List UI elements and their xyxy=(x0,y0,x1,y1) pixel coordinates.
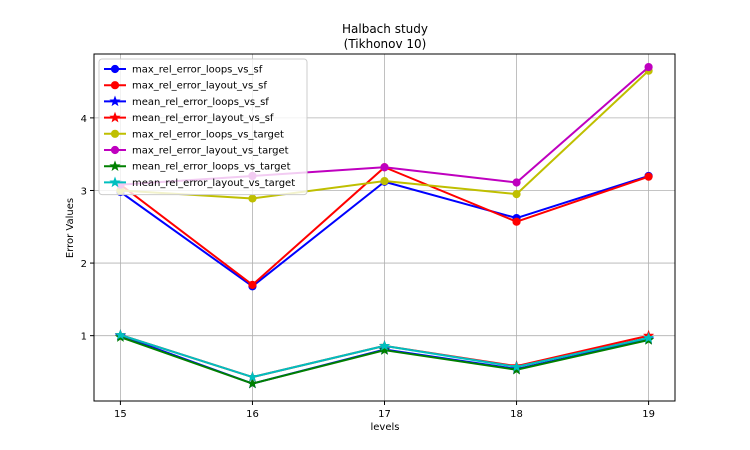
legend-label: max_rel_error_layout_vs_target xyxy=(132,146,289,157)
data-point xyxy=(512,190,521,199)
legend-label: mean_rel_error_layout_vs_target xyxy=(132,178,295,189)
legend-entry: max_rel_error_layout_vs_target xyxy=(104,146,289,157)
chart-title-line-1: Halbach study xyxy=(342,22,428,36)
legend-marker xyxy=(109,95,121,107)
tick-marks: 15 16 17 18 19 1 2 3 4 xyxy=(81,114,655,420)
data-point xyxy=(512,217,521,226)
legend-marker xyxy=(109,111,121,123)
legend-label: max_rel_error_loops_vs_sf xyxy=(132,65,263,76)
data-point xyxy=(378,339,391,351)
legend-entry: max_rel_error_loops_vs_target xyxy=(104,129,284,140)
legend-entry: mean_rel_error_layout_vs_target xyxy=(104,176,295,189)
data-point xyxy=(248,194,257,203)
x-tick-label: 18 xyxy=(510,409,523,420)
legend-entry: max_rel_error_layout_vs_sf xyxy=(104,81,267,92)
x-tick-label: 19 xyxy=(642,409,655,420)
data-point xyxy=(246,377,259,389)
data-point xyxy=(510,361,523,372)
x-axis-label: levels xyxy=(371,422,400,433)
legend-marker xyxy=(110,145,120,155)
data-point xyxy=(512,178,521,187)
y-tick-label: 4 xyxy=(81,114,87,125)
x-tick-label: 16 xyxy=(246,409,259,420)
legend: max_rel_error_loops_vs_sf max_rel_error_l… xyxy=(98,58,308,196)
legend-label: max_rel_error_layout_vs_sf xyxy=(132,81,267,92)
y-tick-label: 3 xyxy=(81,186,87,197)
y-tick-label: 2 xyxy=(81,259,87,270)
data-point xyxy=(248,280,257,289)
legend-marker xyxy=(109,160,121,171)
legend-label: mean_rel_error_layout_vs_sf xyxy=(132,113,274,124)
legend-frame xyxy=(98,58,308,196)
data-point xyxy=(380,176,389,186)
data-point xyxy=(380,163,389,172)
legend-marker xyxy=(109,176,121,188)
legend-label: max_rel_error_loops_vs_target xyxy=(132,129,284,140)
data-point xyxy=(643,331,655,343)
legend-marker xyxy=(110,81,120,90)
y-tick-label: 1 xyxy=(81,332,87,343)
legend-entry: mean_rel_error_loops_vs_target xyxy=(104,160,291,173)
legend-marker xyxy=(110,64,120,74)
chart-title-line-2: (Tikhonov 10) xyxy=(344,37,427,51)
legend-entry: mean_rel_error_layout_vs_sf xyxy=(104,111,274,124)
x-tick-label: 17 xyxy=(378,409,391,420)
legend-entry: max_rel_error_loops_vs_sf xyxy=(104,65,263,76)
data-point xyxy=(644,172,653,181)
x-tick-label: 15 xyxy=(114,409,127,420)
legend-label: mean_rel_error_loops_vs_target xyxy=(132,162,291,173)
data-point xyxy=(246,371,259,382)
y-axis-label: Error Values xyxy=(65,198,76,258)
data-point xyxy=(114,329,126,340)
legend-label: mean_rel_error_loops_vs_sf xyxy=(132,97,269,108)
data-point xyxy=(378,344,391,355)
legend-marker xyxy=(110,129,120,138)
data-point xyxy=(644,62,653,72)
series-mean_rel_error_layout_vs_target xyxy=(114,329,655,382)
legend-entry: mean_rel_error_loops_vs_sf xyxy=(104,95,269,108)
